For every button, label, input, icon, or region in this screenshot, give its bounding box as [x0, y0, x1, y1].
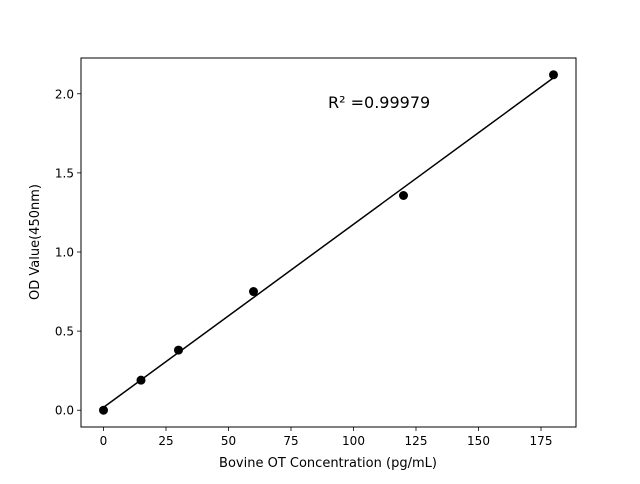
x-tick-label: 125: [405, 434, 428, 448]
y-tick-label: 1.0: [55, 245, 74, 259]
y-axis-label: OD Value(450nm): [28, 184, 43, 300]
r-squared-annotation: R² =0.99979: [328, 93, 430, 112]
data-point: [549, 70, 558, 80]
data-point: [99, 405, 108, 415]
x-tick-label: 25: [158, 434, 173, 448]
data-point: [136, 375, 146, 385]
x-tick-label: 175: [530, 434, 553, 448]
x-tick-label: 150: [467, 434, 490, 448]
x-tick-label: 100: [342, 434, 365, 448]
x-tick-label: 75: [283, 434, 298, 448]
y-tick-label: 2.0: [55, 87, 74, 101]
axes-frame: [80, 57, 577, 428]
x-tick-label: 0: [100, 434, 108, 448]
y-tick-label: 0.0: [55, 404, 74, 418]
x-axis-label: Bovine OT Concentration (pg/mL): [219, 456, 437, 471]
y-tick-label: 1.5: [55, 166, 74, 180]
data-point: [399, 191, 408, 201]
y-tick-label: 0.5: [55, 325, 74, 339]
data-point: [174, 345, 183, 355]
x-tick-label: 50: [221, 434, 236, 448]
data-point: [249, 287, 258, 297]
